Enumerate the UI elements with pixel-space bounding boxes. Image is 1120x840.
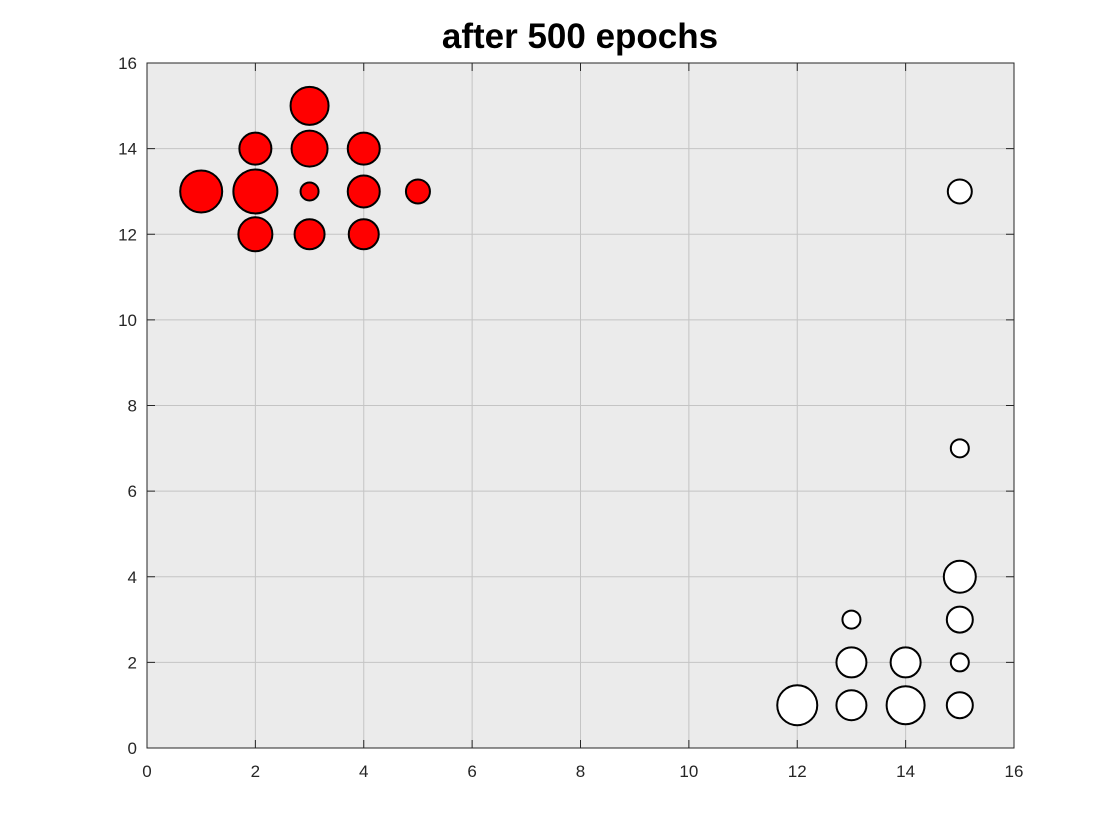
data-point	[885, 685, 926, 726]
data-point	[238, 131, 273, 166]
data-point	[346, 131, 381, 166]
y-tick-label: 6	[128, 482, 137, 501]
x-tick-label: 2	[251, 762, 260, 781]
y-tick-label: 4	[128, 568, 137, 587]
data-point	[841, 609, 862, 630]
data-point	[347, 218, 380, 251]
data-point	[835, 646, 868, 679]
x-tick-label: 12	[788, 762, 807, 781]
y-tick-label: 8	[128, 397, 137, 416]
data-point	[346, 174, 381, 209]
y-tick-label: 12	[118, 225, 137, 244]
tick-labels: 0 2 4 6 8 10 12 14 16 0 2 4 6 8 10 12 14 16	[118, 54, 1023, 781]
data-point	[945, 605, 974, 634]
x-tick-label: 10	[679, 762, 698, 781]
data-point	[949, 652, 970, 673]
data-point	[237, 216, 274, 253]
data-point	[232, 168, 279, 215]
data-point	[289, 85, 330, 126]
data-point	[404, 178, 431, 205]
y-tick-label: 14	[118, 140, 137, 159]
axes	[146, 62, 1015, 749]
y-tick-label: 0	[128, 739, 137, 758]
x-tick-label: 6	[467, 762, 476, 781]
data-point	[946, 178, 973, 205]
data-point	[942, 559, 977, 594]
y-tick-label: 10	[118, 311, 137, 330]
data-point	[179, 169, 224, 214]
chart-title: after 500 epochs	[442, 17, 718, 56]
data-point	[945, 691, 974, 720]
y-tick-label: 16	[118, 54, 137, 73]
x-tick-label: 16	[1005, 762, 1024, 781]
y-tick-label: 2	[128, 653, 137, 672]
data-point	[293, 218, 326, 251]
x-tick-label: 0	[142, 762, 151, 781]
data-point	[776, 684, 819, 727]
x-tick-label: 4	[359, 762, 368, 781]
data-point	[290, 129, 329, 168]
data-points	[179, 85, 977, 727]
data-point	[835, 689, 868, 722]
x-tick-label: 14	[896, 762, 915, 781]
x-tick-label: 8	[576, 762, 585, 781]
data-point	[949, 438, 970, 459]
data-point	[889, 646, 922, 679]
data-point	[299, 181, 320, 202]
grid-lines	[146, 62, 1015, 749]
